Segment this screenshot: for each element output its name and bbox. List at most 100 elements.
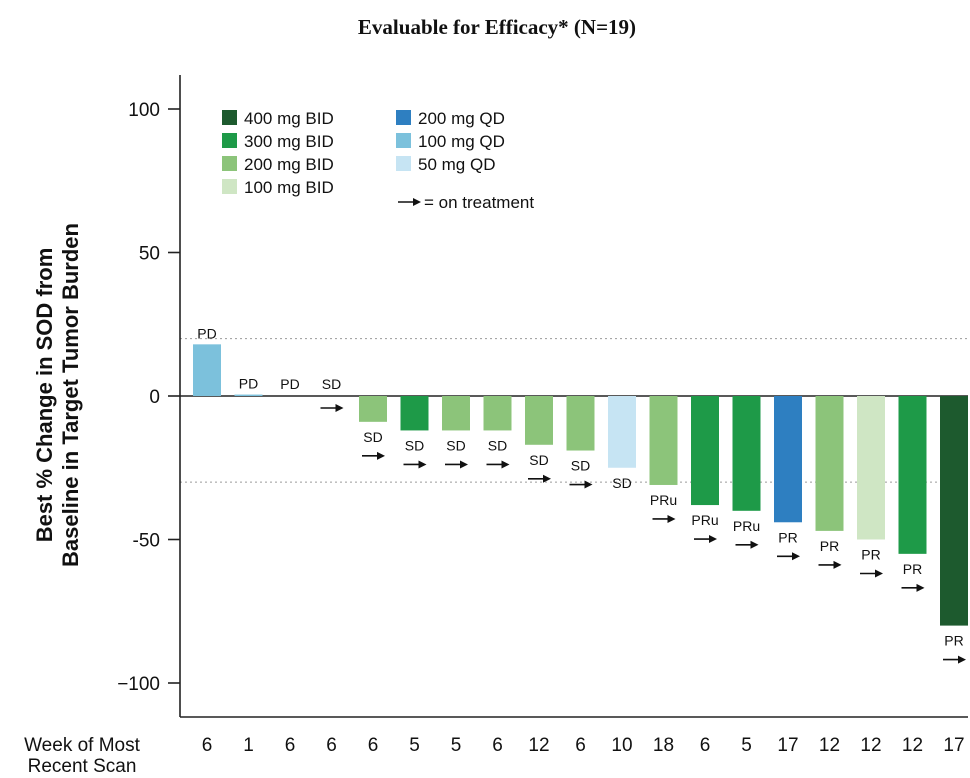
on-treatment-arrow-15 xyxy=(777,552,800,561)
bar-label-16: PR xyxy=(820,538,839,554)
legend-arrow-head xyxy=(413,198,421,206)
week-label-12: 18 xyxy=(653,735,674,756)
legend-label-col2-0: 200 mg QD xyxy=(418,109,505,128)
on-treatment-arrow-4 xyxy=(320,404,344,412)
legend-arrow xyxy=(398,198,421,206)
on-treatment-arrow-14-head xyxy=(750,540,759,549)
on-treatment-arrow-10 xyxy=(569,480,593,489)
on-treatment-arrow-16-head xyxy=(833,560,842,569)
bar-label-8: SD xyxy=(488,437,507,453)
legend-swatch-col1-2 xyxy=(222,156,237,171)
bar-11 xyxy=(608,396,636,468)
week-label-11: 10 xyxy=(611,735,632,756)
week-label-13: 6 xyxy=(700,735,711,756)
week-label-19: 17 xyxy=(943,735,964,756)
bar-label-11: SD xyxy=(612,475,631,491)
on-treatment-arrow-8-head xyxy=(501,460,510,469)
bar-label-14: PRu xyxy=(733,518,760,534)
y-axis-label-line-2: Baseline in Target Tumor Burden xyxy=(58,223,83,567)
week-label-7: 5 xyxy=(451,735,462,756)
bar-label-6: SD xyxy=(405,437,424,453)
y-axis-label: Best % Change in SOD from Baseline in Ta… xyxy=(32,223,83,567)
week-label-10: 6 xyxy=(575,735,586,756)
on-treatment-arrow-17 xyxy=(860,569,883,578)
legend-swatch-col1-3 xyxy=(222,179,237,194)
bar-6 xyxy=(400,396,429,431)
bar-1 xyxy=(193,344,221,396)
on-treatment-arrow-6-head xyxy=(418,460,427,469)
y-tick-label-1: 50 xyxy=(139,244,160,265)
bar-18 xyxy=(898,396,927,554)
legend-swatch-col1-1 xyxy=(222,133,237,148)
bar-label-2: PD xyxy=(239,376,258,392)
on-treatment-arrow-18-head xyxy=(916,583,925,592)
week-label-8: 6 xyxy=(492,735,503,756)
bar-15 xyxy=(774,396,802,523)
on-treatment-arrow-16 xyxy=(818,560,842,569)
legend-label-col1-3: 100 mg BID xyxy=(244,178,334,197)
bar-8 xyxy=(483,396,512,431)
x-axis-label: Week of Most Recent Scan xyxy=(24,735,141,777)
week-labels: 6 1 6 6 6 5 5 6 12 6 10 18 6 5 17 12 12 12 17 xyxy=(202,735,965,756)
legend-swatch-col2-1 xyxy=(396,133,411,148)
on-treatment-arrow-13-head xyxy=(709,535,717,544)
week-label-1: 6 xyxy=(202,735,213,756)
week-label-4: 6 xyxy=(326,735,337,756)
bar-label-3: PD xyxy=(280,376,299,392)
y-tick-label-3: -50 xyxy=(133,531,160,552)
legend-arrow-label: = on treatment xyxy=(424,193,534,212)
legend-label-col1-1: 300 mg BID xyxy=(244,132,334,151)
bars xyxy=(193,344,968,626)
on-treatment-arrow-15-head xyxy=(792,552,800,561)
on-treatment-arrow-5 xyxy=(362,451,385,460)
week-label-6: 5 xyxy=(409,735,420,756)
week-label-16: 12 xyxy=(819,735,840,756)
bar-7 xyxy=(442,396,470,431)
bar-2 xyxy=(234,394,263,396)
bar-9 xyxy=(525,396,553,445)
bar-label-10: SD xyxy=(571,458,590,474)
on-treatment-arrow-7 xyxy=(445,460,468,469)
bar-19 xyxy=(940,396,968,626)
legend-swatch-col1-0 xyxy=(222,110,237,125)
legend-label-col2-1: 100 mg QD xyxy=(418,132,505,151)
legend-swatch-col2-2 xyxy=(396,156,411,171)
legend-label-col2-2: 50 mg QD xyxy=(418,155,495,174)
on-treatment-arrow-7-head xyxy=(460,460,468,469)
bar-12 xyxy=(649,396,678,485)
on-treatment-arrow-17-head xyxy=(875,569,883,578)
bar-label-19: PR xyxy=(944,633,963,649)
on-treatment-arrow-8 xyxy=(486,460,510,469)
y-ticks: 100 50 0 -50 −100 xyxy=(117,100,180,695)
bar-label-7: SD xyxy=(446,437,465,453)
week-label-18: 12 xyxy=(902,735,923,756)
y-tick-label-0: 100 xyxy=(128,100,160,121)
chart-title: Evaluable for Efficacy* (N=19) xyxy=(358,15,636,39)
x-axis-label-line-1: Week of Most xyxy=(24,735,141,756)
on-treatment-arrow-18 xyxy=(901,583,925,592)
on-treatment-arrow-14 xyxy=(735,540,759,549)
bar-14 xyxy=(732,396,761,511)
bar-label-12: PRu xyxy=(650,492,677,508)
bar-label-18: PR xyxy=(903,561,922,577)
on-treatment-arrow-6 xyxy=(403,460,427,469)
week-label-17: 12 xyxy=(860,735,881,756)
y-axis-label-line-1: Best % Change in SOD from xyxy=(32,248,57,543)
bar-label-1: PD xyxy=(197,325,216,341)
week-label-15: 17 xyxy=(777,735,798,756)
bar-label-5: SD xyxy=(363,429,382,445)
bar-5 xyxy=(359,396,387,422)
bar-label-9: SD xyxy=(529,452,548,468)
on-treatment-arrow-12 xyxy=(652,514,676,523)
week-label-2: 1 xyxy=(243,735,254,756)
bar-label-4: SD xyxy=(322,376,341,392)
on-treatment-arrow-13 xyxy=(694,535,717,544)
on-treatment-arrow-10-head xyxy=(584,480,593,489)
on-treatment-arrow-9-head xyxy=(543,474,551,483)
y-tick-label-2: 0 xyxy=(149,387,160,408)
on-treatment-arrow-12-head xyxy=(667,514,676,523)
bar-labels: PD PD PD SD SD SD SD SD SD SD SD PRu PRu PRu PR PR PR PR P… xyxy=(197,325,966,664)
week-label-5: 6 xyxy=(368,735,379,756)
week-label-3: 6 xyxy=(285,735,296,756)
